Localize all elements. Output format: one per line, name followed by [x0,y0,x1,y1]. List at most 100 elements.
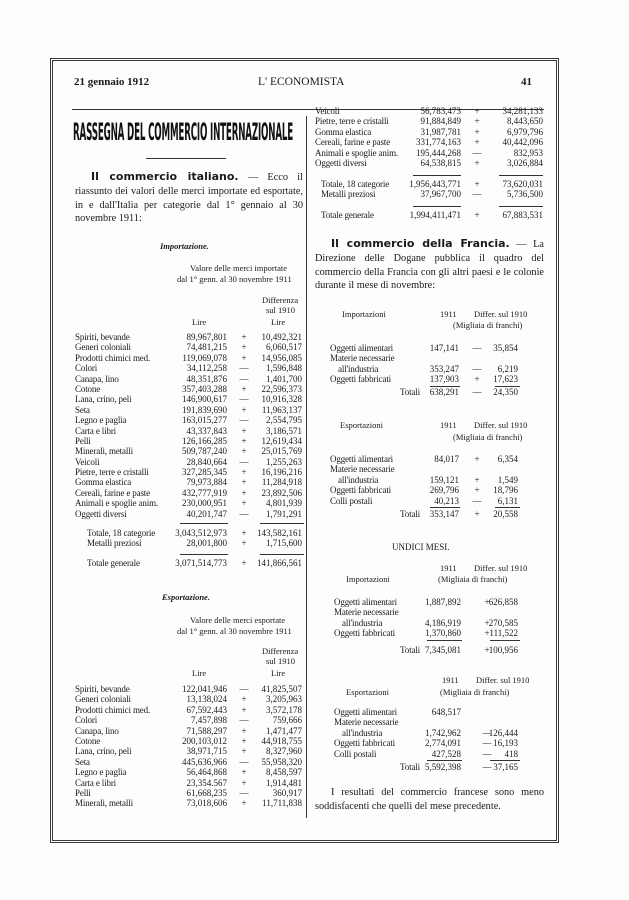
table-row-label-line: Materie necessarie [334,717,520,727]
row-sign: + [241,528,247,538]
um-imp-total: Totali 7,345,081 +100,956 [334,645,520,655]
table-row: Oggetti alimentari 648,517 [334,707,520,717]
table-row: Cotone 357,403,288 +22,596,373 [75,384,305,394]
sum-rule [490,640,520,641]
um-exp-heading: Esportazioni [346,687,389,697]
fr-exp-unit: (Migliaia di franchi) [453,432,523,442]
row-difference: 23,892,506 [261,487,303,498]
row-sign: + [241,487,247,498]
row-sign: — [472,495,482,506]
table-row: Carta e libri 43,337,843 +3,186,571 [75,426,305,436]
row-label: Oggetti fabbricati [334,628,396,639]
row-label: Gomma elastica [75,477,132,488]
row-value: 159,121 [429,474,459,485]
row-value: 37,967,700 [420,189,462,200]
row-label: Generi coloniali [75,694,131,705]
row-label: Veicoli [75,456,100,467]
import-diff-head-2: sul 1910 [266,305,296,315]
table-row: Totali 5,592,398 —37,165 [334,762,520,772]
row-sign: + [484,645,490,655]
row-sign: + [241,383,247,394]
row-value: 89,967,801 [186,332,228,342]
row-label: Metalli preziosi [87,538,142,549]
sum-rule [499,206,543,207]
row-sign: — [482,738,492,749]
row-sign: + [241,777,247,788]
sum-rule [180,554,228,555]
row-sign: + [474,126,480,137]
row-label: Cereali, farine e paste [75,487,151,498]
row-label: Oggetti diversi [75,508,127,519]
table-row: Metalli preziosi 37,967,700 — 5,736,500 [315,189,545,199]
import-unit-diff: Lire [271,317,286,327]
row-label: Totali [400,645,420,655]
row-value: 74,481,215 [186,342,228,353]
table-row: Colli postali 427,528 — 418 [334,749,520,759]
row-value: 73,018,606 [186,798,228,809]
table-row: Animali e spoglie anim. 195,444,268 — 832,9… [315,148,545,158]
table-row: Pelli 61,668,235 — 360,917 [75,788,305,798]
sum-rule [427,640,462,641]
row-value: 43,337,843 [186,425,228,436]
fr-exp-total: Totali 353,147 +20,558 [330,509,520,519]
row-value: 56,464,868 [186,767,228,778]
export-col-head-2: dal 1° genn. al 30 novembre 1911 [177,626,292,636]
article-title: RASSEGNA DEL COMMERCIO INTERNAZIONALE [73,118,294,144]
sum-rule [427,760,462,761]
row-sign: + [241,704,247,715]
row-value: 1,956,443,771 [409,179,461,189]
row-label: all'industria [342,617,383,628]
row-value: 137,903 [429,374,459,385]
row-value: 34,112,258 [186,363,227,374]
row-sign: — [482,727,492,738]
row-difference: 418 [504,748,519,759]
um-exp-total: Totali 5,592,398 —37,165 [334,762,520,772]
import-heading: Importazione. [160,241,209,251]
row-label: Colli postali [330,495,373,506]
row-difference: 20,558 [493,509,518,519]
row-value: 48,351,876 [186,373,228,384]
row-difference: 1,255,263 [266,456,302,467]
row-label: Lana, crino, peli [75,394,132,405]
row-difference: 111,522 [489,628,518,639]
row-sign: — [482,762,492,772]
row-label: Colli postali [334,748,377,759]
row-value: 38,971,715 [186,746,228,757]
import-diff-head-1: Differenza [262,295,299,305]
row-difference: 1,471,477 [266,725,302,736]
import-unit-value: Lire [192,317,207,327]
title-rule [146,158,226,159]
row-value: 146,900,617 [182,394,227,405]
row-sign: + [241,735,247,746]
row-value: 61,668,235 [186,787,228,798]
row-difference: 18,796 [493,485,518,496]
table-row: Canapa, lino 48,351,876 — 1,401,700 [75,374,305,384]
row-value: 200,103,012 [182,735,227,746]
row-label: Materie necessarie [330,464,395,475]
row-label: Prodotti chimici med. [75,352,151,363]
row-label: Veicoli [315,106,340,116]
row-value: 1,994,411,471 [409,210,461,220]
table-row: Animali e spoglie anim. 230,000,951 +4,801… [75,498,305,508]
row-value: 427,528 [431,748,461,759]
export-unit-value: Lire [192,668,207,678]
row-value: 353,147 [429,509,459,519]
row-difference: 2,554,795 [266,415,302,426]
import-col-head-2: dal 1° genn. al 30 novembre 1911 [177,274,292,284]
row-label: Spiriti, bevande [75,684,130,694]
row-value: 28,001,800 [186,538,228,549]
row-difference: 1,549 [497,474,518,485]
row-sign: + [241,446,247,457]
row-label: Totale, 18 categorie [321,179,390,189]
row-label: Oggetti fabbricati [330,374,392,385]
row-sign: — [472,387,482,397]
row-sign: + [474,454,480,464]
export-table: Spiriti, bevande 122,041,946—41,825,507 Ge… [75,684,305,809]
um-imp-year: 1911 [440,563,457,573]
sum-rule [413,206,461,207]
table-row: Legno e paglia 163,015,277 — 2,554,795 [75,415,305,425]
row-value: 3,043,512,973 [175,528,227,538]
row-value: 331,774,163 [416,137,461,148]
row-value: 353,247 [429,363,459,374]
row-value: 119,069,078 [182,352,227,363]
